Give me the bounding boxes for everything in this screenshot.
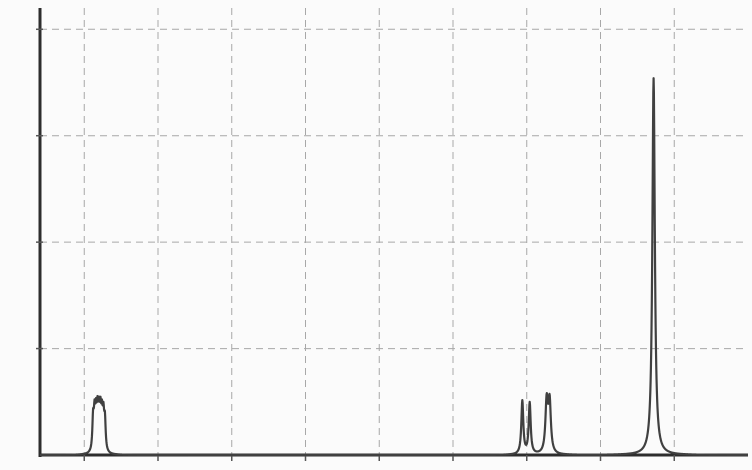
ticks <box>36 28 675 461</box>
spectrum-trace <box>39 77 749 457</box>
axes <box>38 8 748 457</box>
grid <box>40 8 748 455</box>
spectrum-trace-group <box>39 77 749 457</box>
